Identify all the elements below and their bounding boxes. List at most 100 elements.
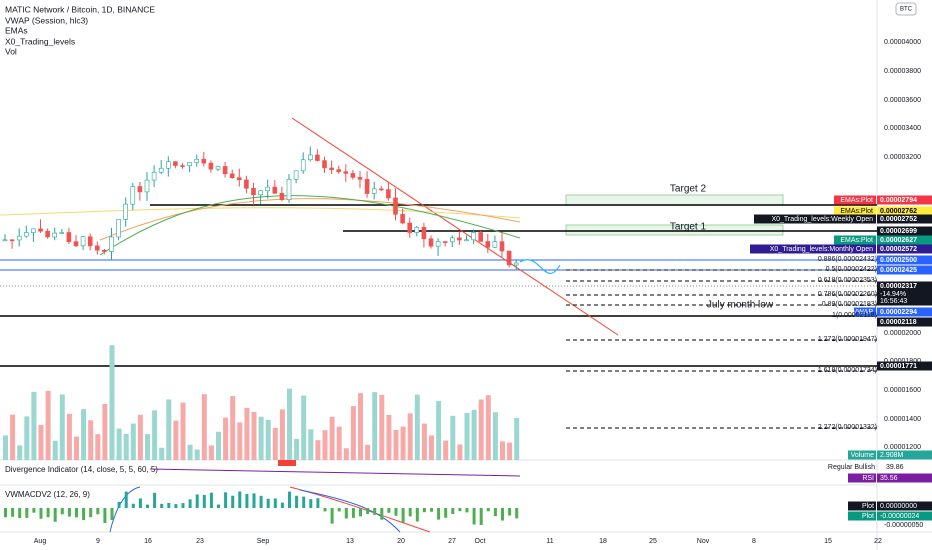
time-tick: Sep [257, 538, 270, 545]
macd-hist [32, 508, 36, 513]
volume-bar [187, 444, 193, 460]
candle [457, 237, 462, 241]
fib-label: 0.5(0.00002422) [826, 266, 877, 273]
candle [414, 227, 420, 233]
target-label: Target 1 [670, 222, 707, 233]
macd-hist [273, 498, 277, 508]
volume-bar [294, 438, 300, 460]
macd-hist [231, 495, 235, 508]
macd-hist [224, 492, 228, 508]
macd-hist [131, 503, 135, 508]
price-tick: 0.00003800 [884, 68, 921, 75]
pane-tag-value: 2.908M [880, 452, 904, 459]
macd-hist [89, 508, 93, 518]
volume-bar [272, 427, 278, 460]
volume-bar [123, 433, 129, 460]
macd-hist [146, 504, 149, 508]
macd-hist [359, 508, 362, 517]
candle [364, 179, 370, 194]
candle [350, 173, 356, 178]
indicator: Vol [5, 46, 17, 56]
pane-tag-name-text: Volume [851, 452, 874, 459]
candle [66, 232, 72, 242]
macd-hist [67, 508, 71, 517]
price-tick: 0.00003200 [884, 154, 921, 161]
macd-hist [53, 508, 57, 522]
volume-bar [31, 391, 37, 460]
price-tag-value: 0.00002752 [880, 216, 917, 223]
price-tag [877, 206, 932, 216]
macd-hist [25, 508, 29, 518]
pane-tag-name [848, 501, 876, 511]
volume-bar [38, 424, 44, 460]
fib-label: 0.618(0.00002353) [818, 277, 877, 284]
macd-hist [117, 501, 121, 508]
macd-hist [451, 508, 455, 515]
time-tick: 27 [448, 538, 456, 545]
pane-title: Divergence Indicator (14, close, 5, 5, 6… [5, 465, 158, 474]
macd-hist [344, 508, 348, 519]
macd-hist [508, 508, 512, 516]
price-tag-value: 0.00001771 [880, 363, 917, 370]
candle [158, 167, 164, 173]
price-tag [877, 265, 932, 275]
candle [492, 241, 498, 248]
volume-bar [201, 394, 207, 460]
candle [109, 236, 114, 252]
fib-label: 0.89(0.00002183) [822, 301, 877, 308]
ema [0, 207, 521, 219]
macd-line [109, 486, 141, 533]
macd-hist [472, 508, 476, 525]
volume-bar [315, 440, 321, 460]
candle [471, 232, 476, 241]
bullish-label: Regular Bullish [828, 464, 875, 471]
time-tick: 11 [546, 538, 553, 545]
pane-tag [877, 511, 932, 521]
volume-bar [130, 423, 136, 460]
price-tick: 0.00001600 [884, 387, 921, 394]
macd-hist [316, 498, 320, 508]
macd-hist [245, 493, 249, 508]
price-tick: 0.00001400 [884, 416, 921, 423]
volume-bar [336, 426, 342, 460]
volume-bar [223, 417, 229, 460]
time-tick: Oct [475, 538, 486, 545]
price-tag-value: 0.00002627 [880, 237, 917, 244]
price-tag [877, 281, 932, 306]
macd-hist [280, 502, 284, 508]
macd-line [299, 489, 401, 533]
volume-bar [81, 409, 87, 460]
price-tag-value: 0.00002425 [880, 267, 917, 274]
candle [421, 227, 427, 240]
candle [428, 238, 434, 247]
macd-hist [323, 508, 327, 512]
volume-bar [429, 435, 434, 460]
volume-bar [52, 440, 58, 460]
ema [99, 195, 521, 256]
price-tick: 0.00002000 [884, 330, 921, 337]
candle [386, 189, 391, 199]
macd-hist [209, 492, 213, 508]
volume-bar [386, 414, 392, 460]
candle [244, 179, 249, 189]
volume-bar [116, 428, 122, 460]
volume-bar [471, 409, 477, 460]
tag-name-box [834, 235, 876, 245]
volume-bar [145, 434, 150, 460]
volume-bar [159, 447, 165, 460]
pane-tag-name [848, 473, 876, 483]
candle [506, 250, 512, 266]
pane-tag-name-text: Plot [862, 513, 874, 520]
macd-hist [493, 508, 497, 517]
currency-button[interactable] [895, 2, 917, 16]
candle [87, 236, 93, 247]
candle [215, 166, 221, 170]
candle [102, 249, 107, 252]
candle [180, 165, 185, 167]
candle [16, 235, 22, 241]
pane-tag [877, 473, 932, 483]
candle [194, 158, 199, 163]
macd-hist [195, 494, 199, 508]
volume-bar [166, 399, 172, 460]
